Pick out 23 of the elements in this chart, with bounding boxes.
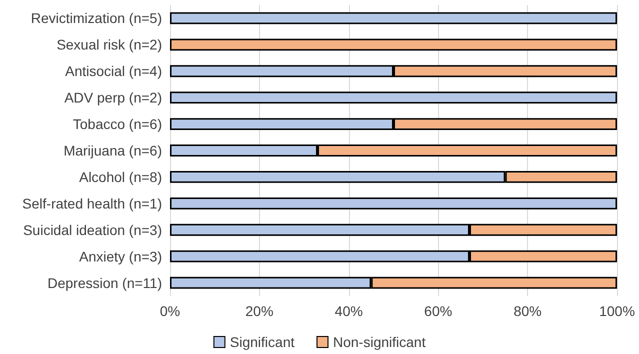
y-tick-label: Tobacco (n=6) bbox=[72, 116, 162, 132]
bar bbox=[170, 38, 617, 51]
y-tick-label: Alcohol (n=8) bbox=[79, 168, 162, 185]
y-tick-label: Suicidal ideation (n=3) bbox=[23, 222, 162, 238]
x-tick-label: 0% bbox=[160, 303, 180, 319]
bar bbox=[170, 92, 617, 104]
x-tick-label: 20% bbox=[245, 303, 274, 319]
x-tick-label: 80% bbox=[514, 303, 542, 319]
bar bbox=[170, 197, 617, 210]
y-tick-label: Depression (n=11) bbox=[47, 274, 162, 291]
y-tick-label: ADV perp (n=2) bbox=[64, 90, 162, 106]
y-tick-label: Sexual risk (n=2) bbox=[56, 36, 162, 53]
y-tick-label: Marijuana (n=6) bbox=[64, 142, 162, 158]
y-tick-label: Antisocial (n=4) bbox=[65, 63, 162, 80]
y-tick-label: Revictimization (n=5) bbox=[30, 10, 162, 26]
bar bbox=[170, 12, 617, 24]
legend-label: Non-significant bbox=[332, 334, 426, 350]
y-tick-label: Anxiety (n=3) bbox=[79, 248, 162, 264]
x-tick-label: 60% bbox=[424, 303, 452, 319]
legend-label: Significant bbox=[230, 334, 295, 350]
x-tick-label: 100% bbox=[599, 303, 635, 319]
x-tick-label: 40% bbox=[334, 303, 363, 319]
y-tick-label: Self-rated health (n=1) bbox=[22, 195, 162, 212]
